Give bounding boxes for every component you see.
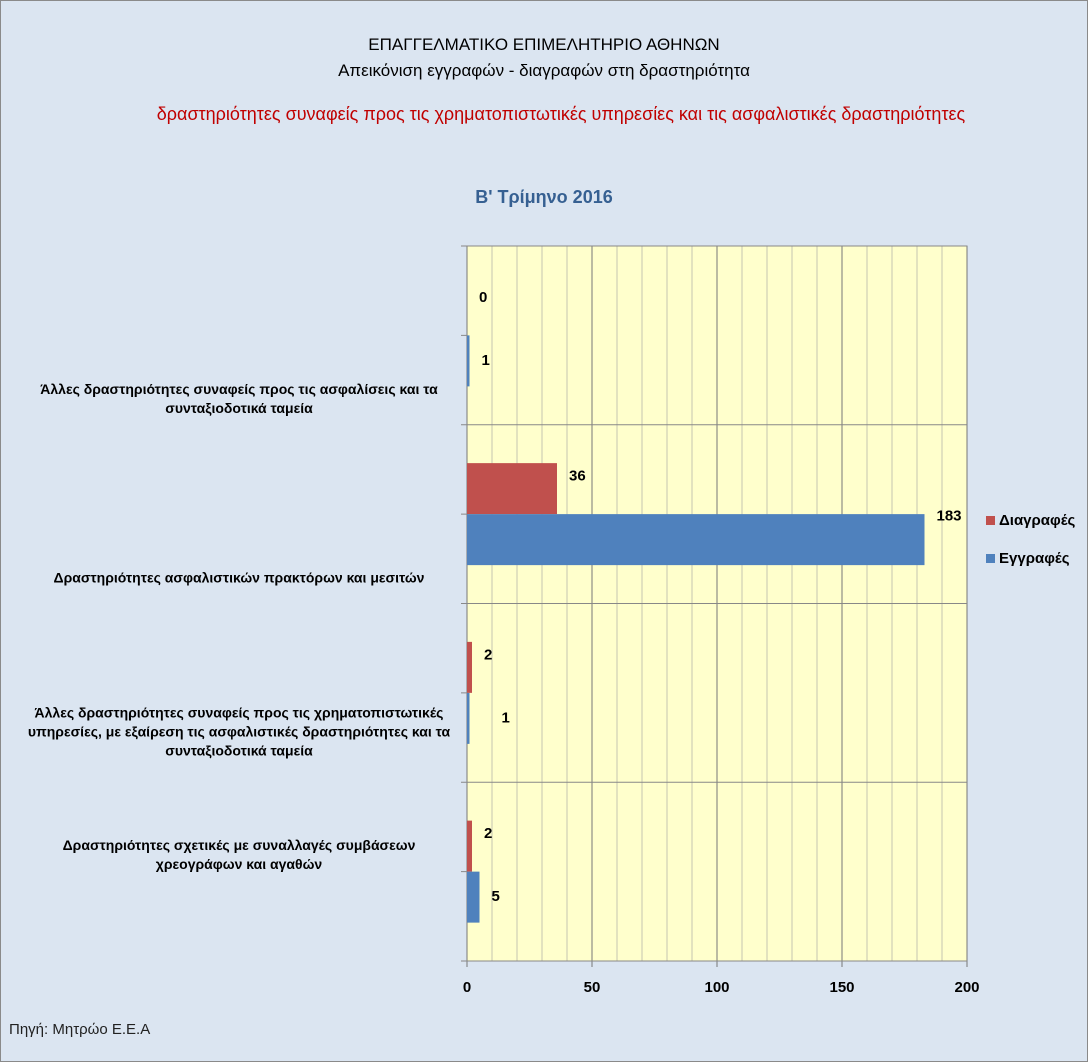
legend-swatch [986,516,995,525]
x-tick-label: 150 [829,979,854,996]
y-tick-label: Άλλες δραστηριότητες συναφείς προς τις χ… [27,704,451,759]
chart-subtitle: Απεικόνιση εγγραφών - διαγραφών στη δρασ… [338,61,750,80]
chart-subtitle-red: δραστηριότητες συναφείς προς τις χρηματο… [156,104,966,124]
period: Β' Τρίμηνο 2016 [475,187,613,207]
data-label: 2 [484,646,492,663]
bar [467,820,472,872]
x-tick-label: 0 [463,979,471,996]
bar [467,463,557,515]
data-label: 2 [484,825,492,842]
bar [467,335,470,387]
data-label: 1 [502,709,510,726]
data-label: 1 [482,352,490,369]
y-tick-label: Άλλες δραστηριότητες συναφείς προς τις α… [40,381,438,417]
x-tick-label: 200 [954,979,979,996]
data-label: 36 [569,468,586,485]
legend-label: Διαγραφές [999,512,1076,529]
legend-swatch [986,554,995,563]
x-tick-label: 50 [584,979,601,996]
y-tick-label: Δραστηριότητες σχετικές με συναλλαγές συ… [62,836,416,872]
bar [467,514,925,566]
bar [467,641,472,693]
x-tick-label: 100 [704,979,729,996]
y-tick-label: Δραστηριότητες ασφαλιστικών πρακτόρων κα… [53,569,425,586]
source: Πηγή: Μητρώο Ε.Ε.Α [9,1021,151,1038]
bar [467,692,470,744]
bar [467,871,480,923]
data-label: 0 [479,289,487,306]
legend-label: Εγγραφές [999,550,1070,567]
chart-title: ΕΠΑΓΓΕΛΜΑΤΙΚΟ ΕΠΙΜΕΛΗΤΗΡΙΟ ΑΘΗΝΩΝ [368,35,720,54]
data-label: 5 [492,888,500,905]
data-label: 183 [937,508,962,525]
